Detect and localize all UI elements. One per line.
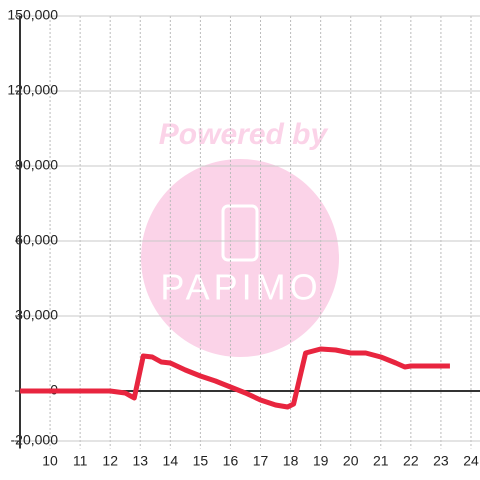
watermark-icon [221, 204, 259, 262]
x-tick-label: 16 [223, 453, 239, 469]
x-tick-label: 23 [433, 453, 449, 469]
y-tick-label: 120,000 [7, 82, 58, 98]
watermark-text: PAPIMO [160, 267, 321, 308]
y-tick-label: 150,000 [7, 7, 58, 23]
y-tick-label: 90,000 [15, 157, 58, 173]
x-tick-label: 15 [193, 453, 209, 469]
x-tick-label: 10 [42, 453, 58, 469]
x-tick-label: 24 [463, 453, 479, 469]
x-tick-label: 20 [343, 453, 359, 469]
y-tick-label: 30,000 [15, 307, 58, 323]
y-tick-label: -20,000 [11, 432, 59, 448]
y-tick-label: 60,000 [15, 232, 58, 248]
x-tick-label: 18 [283, 453, 299, 469]
x-tick-label: 13 [132, 453, 148, 469]
data-line [20, 346, 450, 410]
x-tick-label: 19 [313, 453, 329, 469]
watermark-text: Powered by [159, 118, 329, 151]
x-tick-label: 14 [163, 453, 179, 469]
x-tick-label: 22 [403, 453, 419, 469]
x-tick-label: 17 [253, 453, 269, 469]
watermark-circle [141, 159, 339, 357]
x-tick-label: 21 [373, 453, 389, 469]
x-tick-label: 12 [102, 453, 118, 469]
x-tick-label: 11 [73, 453, 88, 469]
